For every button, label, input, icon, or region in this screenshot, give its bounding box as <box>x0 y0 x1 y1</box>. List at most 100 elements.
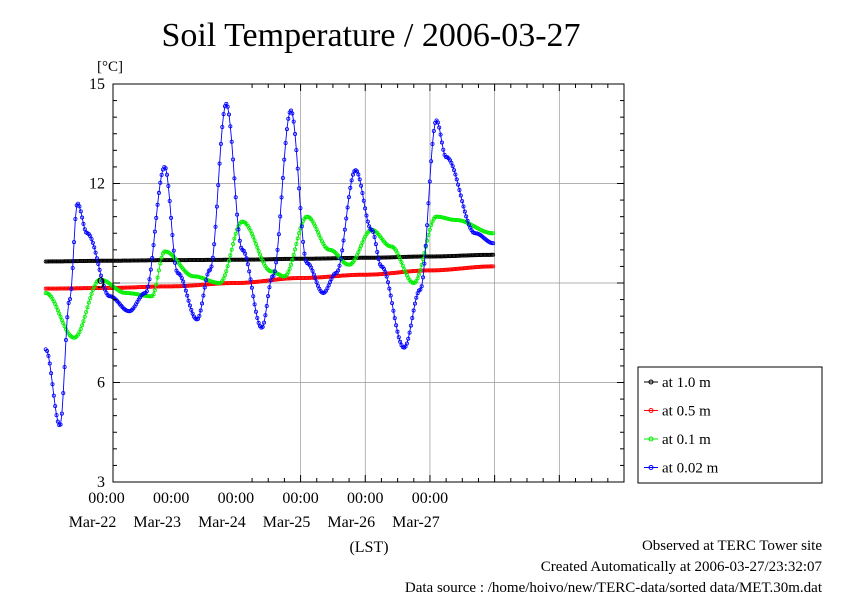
series-point <box>458 193 463 198</box>
footer-source: Data source : /home/hoivo/new/TERC-data/… <box>405 580 823 595</box>
series-point <box>162 249 167 254</box>
series-point <box>93 250 98 255</box>
series-point <box>452 253 457 258</box>
series-point <box>356 172 361 177</box>
series-point <box>66 259 71 264</box>
series-point <box>74 259 79 264</box>
series-point <box>101 258 106 263</box>
series-point <box>287 276 292 281</box>
series-point <box>231 157 236 162</box>
series-point <box>181 279 186 284</box>
series-point <box>155 275 160 280</box>
series-point <box>58 286 63 291</box>
series-point <box>89 291 94 296</box>
series-point <box>243 280 248 285</box>
series-point <box>426 201 431 206</box>
series-point <box>422 268 427 273</box>
series-point <box>442 254 447 259</box>
series-point <box>189 307 194 312</box>
series-point <box>45 349 50 354</box>
series-point <box>457 188 462 193</box>
series-point <box>197 313 202 318</box>
series-point <box>221 257 226 262</box>
series-point <box>256 249 261 254</box>
series-point <box>128 258 133 263</box>
series-point <box>198 308 203 313</box>
series-point <box>139 285 144 290</box>
series-point <box>396 253 401 258</box>
series-point <box>315 256 320 261</box>
series-point <box>429 254 434 259</box>
series-point <box>321 275 326 280</box>
series-point <box>88 258 93 263</box>
series-at-0-1-m <box>43 214 496 340</box>
series-point <box>204 282 209 287</box>
series-point <box>123 290 128 295</box>
chart-title: Soil Temperature / 2006-03-27 <box>161 17 580 54</box>
series-point <box>476 253 481 258</box>
series-point <box>485 252 490 257</box>
series-point <box>338 273 343 278</box>
series-point <box>142 258 147 263</box>
series-point <box>427 268 432 273</box>
series-point <box>345 273 350 278</box>
series-point <box>357 272 362 277</box>
series-point <box>433 268 438 273</box>
series-point <box>336 268 341 273</box>
series-point <box>453 217 458 222</box>
series-point <box>454 218 459 223</box>
series-point <box>80 215 85 220</box>
series-point <box>197 282 202 287</box>
series-point <box>237 280 242 285</box>
series-point <box>264 257 269 262</box>
x-tick-time-label: 00:00 <box>412 490 448 507</box>
series-point <box>205 282 210 287</box>
series-point <box>491 241 496 246</box>
series-point <box>129 285 134 290</box>
series-point <box>70 265 75 270</box>
series-point <box>326 256 331 261</box>
series-point <box>222 257 227 262</box>
series-point <box>448 254 453 259</box>
series-point <box>55 259 60 264</box>
series-point <box>147 258 152 263</box>
series-point <box>473 253 478 258</box>
series-point <box>214 204 219 209</box>
series-point <box>162 258 167 263</box>
series-point <box>49 286 54 291</box>
series-point <box>350 172 355 177</box>
legend-swatch-point <box>648 436 654 442</box>
series-point <box>78 259 83 264</box>
series-point <box>252 302 257 307</box>
series-point <box>55 419 60 424</box>
series-point <box>194 258 199 263</box>
series-point <box>445 267 450 272</box>
series-point <box>418 287 423 292</box>
series-point <box>104 258 109 263</box>
plot-series <box>43 101 496 428</box>
series-at-0-02-m <box>43 101 496 428</box>
series-point <box>226 258 231 263</box>
series-point <box>386 255 391 260</box>
series-point <box>452 168 457 173</box>
series-point <box>297 231 302 236</box>
series-point <box>353 272 358 277</box>
series-point <box>360 255 365 260</box>
grid <box>113 84 625 482</box>
series-point <box>418 254 423 259</box>
series-point <box>222 273 227 278</box>
series-point <box>268 278 273 283</box>
series-point <box>57 259 62 264</box>
series-point <box>294 256 299 261</box>
series-point <box>392 316 397 321</box>
series-point <box>414 268 419 273</box>
series-point <box>138 258 143 263</box>
series-point <box>146 284 151 289</box>
series-point <box>173 284 178 289</box>
series-point <box>485 264 490 269</box>
series-point <box>190 258 195 263</box>
series-point <box>276 232 281 237</box>
series-point <box>469 253 474 258</box>
series-point <box>291 119 296 124</box>
series-point <box>89 236 94 241</box>
